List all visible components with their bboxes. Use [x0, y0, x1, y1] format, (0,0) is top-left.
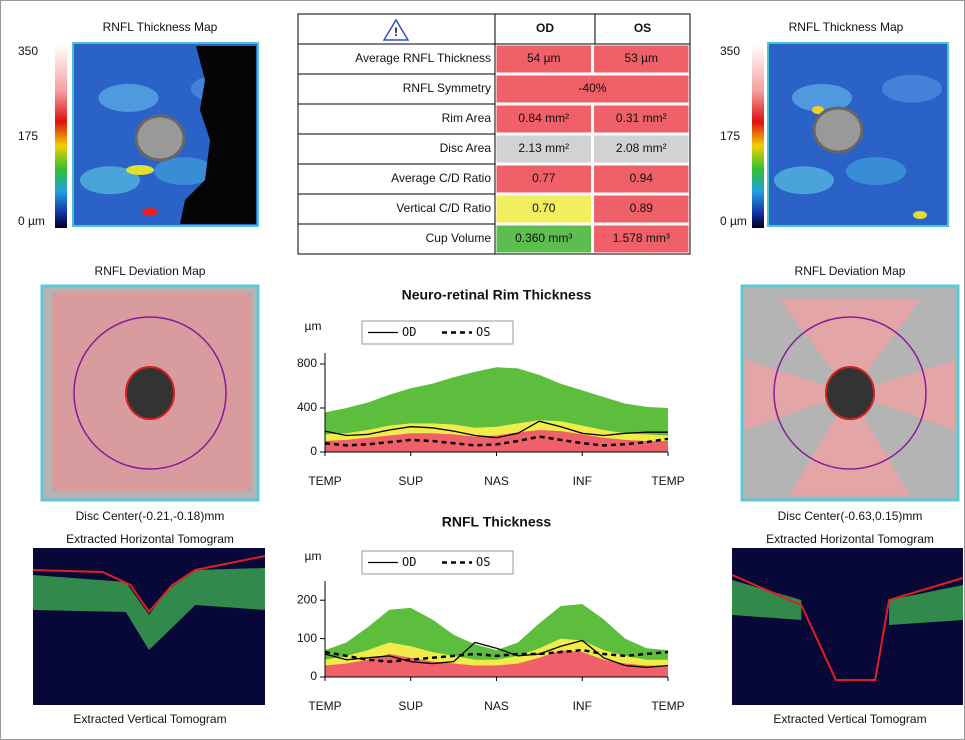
disc-center: Disc Center(-0.63,0.15)mm	[778, 509, 923, 523]
x-tick-label: SUP	[398, 474, 423, 488]
color-scale	[55, 45, 67, 228]
tomogram-title: Extracted Vertical Tomogram	[773, 712, 926, 726]
cell-value: 0.84 mm²	[518, 111, 569, 125]
map-hot	[142, 208, 158, 216]
y-tick-label: 0	[310, 669, 317, 683]
x-tick-label: NAS	[484, 699, 509, 713]
column-header: OS	[634, 21, 651, 35]
legend-label: OS	[476, 325, 490, 339]
x-tick-label: SUP	[398, 699, 423, 713]
disc-center: Disc Center(-0.21,-0.18)mm	[76, 509, 225, 523]
optic-disc	[136, 116, 184, 160]
color-scale	[752, 45, 764, 228]
map-hot	[913, 211, 927, 219]
scale-label: 350	[720, 44, 740, 58]
scale-label: 175	[18, 129, 38, 143]
deviation-disc	[126, 367, 174, 419]
map-title: RNFL Deviation Map	[795, 264, 906, 278]
y-axis-label: µm	[305, 319, 322, 333]
map-title: RNFL Thickness Map	[103, 20, 218, 34]
row-label: Average C/D Ratio	[391, 171, 491, 185]
cell-value: 0.77	[532, 171, 556, 185]
x-tick-label: INF	[573, 474, 592, 488]
map-title: RNFL Deviation Map	[95, 264, 206, 278]
chart-title: RNFL Thickness	[442, 514, 552, 530]
chart-title: Neuro-retinal Rim Thickness	[402, 287, 592, 303]
legend-label: OS	[476, 555, 490, 569]
tomogram-title: Extracted Horizontal Tomogram	[766, 532, 934, 546]
map-texture	[99, 84, 159, 112]
map-title: RNFL Thickness Map	[789, 20, 904, 34]
scale-label: 0 µm	[720, 214, 747, 228]
cell-value: -40%	[578, 81, 606, 95]
map-texture	[846, 157, 906, 185]
map-texture	[774, 166, 834, 194]
row-label: Rim Area	[442, 111, 492, 125]
tomogram-title: Extracted Vertical Tomogram	[73, 712, 226, 726]
row-label: Cup Volume	[426, 231, 492, 245]
y-tick-label: 800	[297, 356, 317, 370]
x-tick-label: TEMP	[651, 474, 684, 488]
tomogram	[732, 548, 963, 705]
cell-value: 1.578 mm³	[613, 231, 670, 245]
legend-label: OD	[402, 555, 416, 569]
column-header: OD	[536, 21, 554, 35]
legend-label: OD	[402, 325, 416, 339]
row-label: Disc Area	[440, 141, 492, 155]
cell-value: 53 µm	[624, 51, 658, 65]
cell-value: 0.31 mm²	[616, 111, 667, 125]
y-tick-label: 400	[297, 400, 317, 414]
y-tick-label: 100	[297, 631, 317, 645]
scale-label: 175	[720, 129, 740, 143]
y-axis-label: µm	[305, 549, 322, 563]
cell-value: 2.13 mm²	[518, 141, 569, 155]
cell-value: 54 µm	[527, 51, 561, 65]
map-texture	[882, 75, 942, 103]
optic-disc	[814, 108, 862, 152]
x-tick-label: NAS	[484, 474, 509, 488]
x-tick-label: TEMP	[651, 699, 684, 713]
warning-mark: !	[394, 25, 398, 39]
cell-value: 0.89	[630, 201, 654, 215]
row-label: Average RNFL Thickness	[355, 51, 491, 65]
scale-label: 350	[18, 44, 38, 58]
row-label: RNFL Symmetry	[403, 81, 491, 95]
x-tick-label: TEMP	[308, 474, 341, 488]
y-tick-label: 0	[310, 444, 317, 458]
oct-report: RNFL Thickness Map 350 175 0 µm RNFL Deviati…	[0, 0, 965, 740]
cell-value: 2.08 mm²	[616, 141, 667, 155]
x-tick-label: TEMP	[308, 699, 341, 713]
row-label: Vertical C/D Ratio	[396, 201, 491, 215]
deviation-disc	[826, 367, 874, 419]
y-tick-label: 200	[297, 592, 317, 606]
map-hot	[126, 165, 154, 175]
scale-label: 0 µm	[18, 214, 45, 228]
cell-value: 0.94	[630, 171, 654, 185]
tomogram-title: Extracted Horizontal Tomogram	[66, 532, 234, 546]
cell-value: 0.70	[532, 201, 556, 215]
x-tick-label: INF	[573, 699, 592, 713]
cell-value: 0.360 mm³	[515, 231, 572, 245]
